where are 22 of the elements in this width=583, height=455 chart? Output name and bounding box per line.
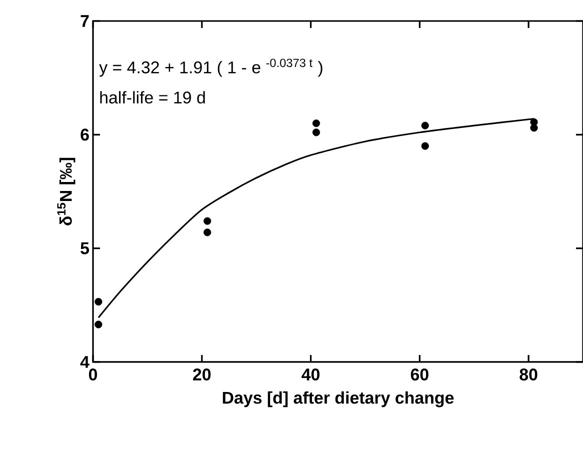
x-tick-label: 40 — [302, 368, 320, 381]
point — [421, 142, 429, 150]
x-tick-label: 80 — [520, 368, 538, 381]
x-tick-label: 20 — [193, 368, 211, 381]
y-tick-label: 5 — [80, 242, 90, 254]
y-tick-label: 4 — [80, 356, 90, 368]
annotation: y = 4.32 + 1.91 ( 1 - e $^{-0.0373 t}$ ) — [99, 58, 322, 77]
x-tick-label: 0 — [88, 368, 98, 381]
point — [312, 119, 320, 128]
point — [94, 320, 102, 328]
point — [204, 217, 212, 225]
point — [421, 122, 429, 130]
point — [204, 228, 212, 236]
point — [530, 124, 538, 132]
y-axis-title: δ$^{15}$N [‰] — [57, 158, 76, 226]
y-tick-label: 6 — [80, 128, 89, 141]
point — [312, 128, 320, 136]
y-tick-label: 7 — [80, 15, 89, 27]
point — [94, 298, 102, 306]
x-tick-label: 60 — [410, 368, 428, 381]
annotation: half-life = 19 d — [100, 91, 205, 104]
x-axis-title: Days [d] after dietary change — [222, 391, 454, 408]
